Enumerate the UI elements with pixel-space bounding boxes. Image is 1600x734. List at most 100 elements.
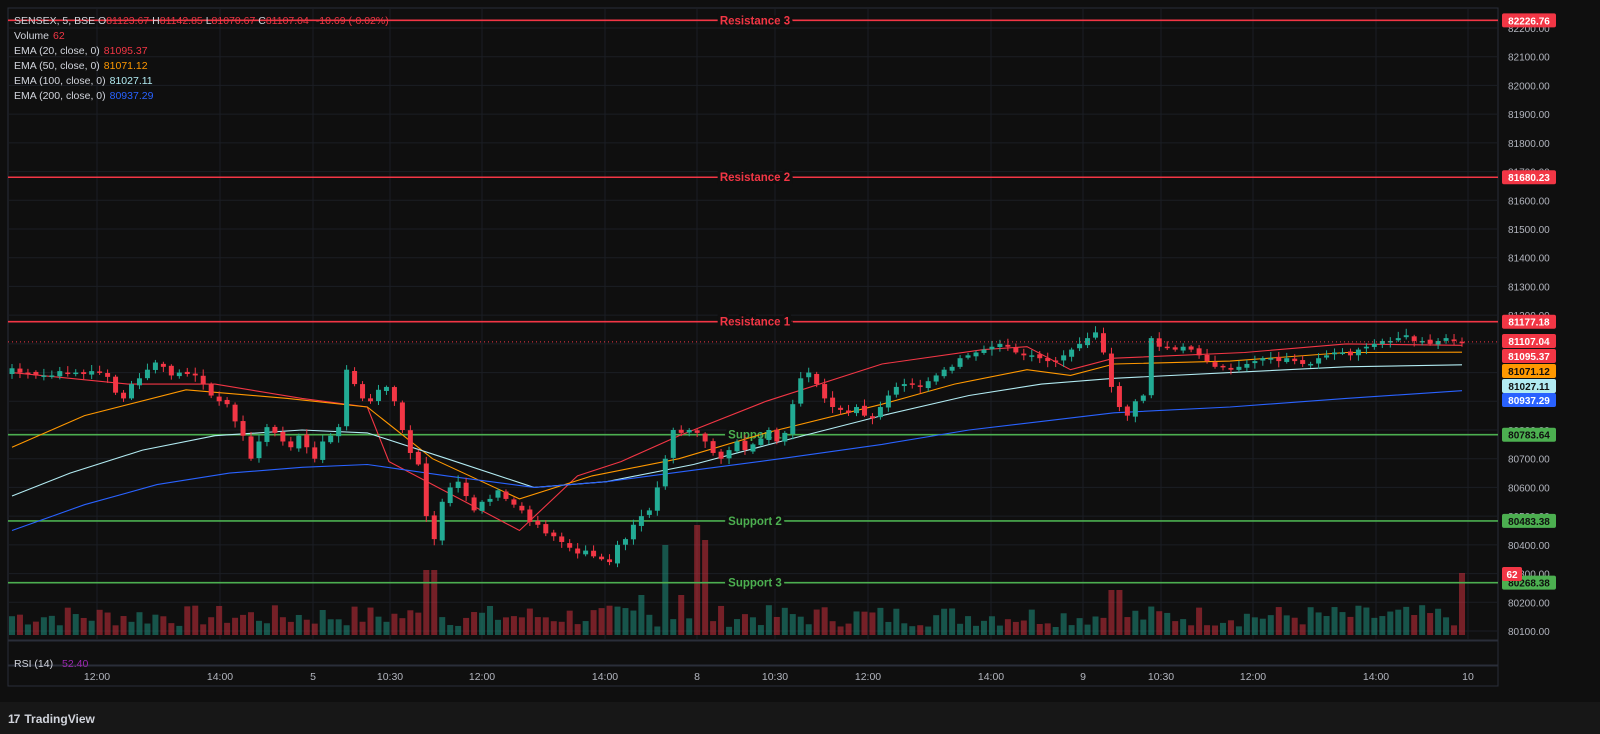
candle xyxy=(750,442,756,454)
candle xyxy=(599,553,605,561)
candle xyxy=(200,369,206,390)
candle-body xyxy=(1212,362,1218,367)
candle-body xyxy=(1363,346,1369,349)
candle-body xyxy=(1324,355,1330,358)
candle-body xyxy=(893,386,899,395)
chart-background xyxy=(0,0,1600,702)
axis-label-ema-3-bg xyxy=(1502,393,1556,407)
candle xyxy=(1085,332,1091,349)
volume-bar xyxy=(479,612,486,635)
volume-bar xyxy=(335,619,342,635)
volume-bar xyxy=(1451,625,1458,635)
ema20-row[interactable]: EMA (20, close, 0) 81095.37 xyxy=(14,44,389,59)
candle-body xyxy=(1140,395,1146,401)
candle xyxy=(1292,354,1298,365)
candle xyxy=(272,424,278,437)
candle xyxy=(997,339,1003,352)
volume-bar xyxy=(1339,612,1346,635)
candle xyxy=(1077,337,1083,352)
volume-bar xyxy=(646,614,653,635)
volume-bar xyxy=(176,625,183,635)
candle-body xyxy=(152,362,158,370)
candle xyxy=(1037,351,1043,364)
volume-bar xyxy=(1219,622,1226,635)
candle-body xyxy=(407,430,413,453)
candle-body xyxy=(583,550,589,555)
candle xyxy=(121,389,127,402)
candle xyxy=(782,430,788,446)
volume-bar xyxy=(168,623,175,635)
candle-body xyxy=(1308,363,1314,366)
volume-bar xyxy=(16,614,23,635)
volume-bar xyxy=(1100,617,1107,635)
candle xyxy=(1108,347,1114,393)
volume-row[interactable]: Volume 62 xyxy=(14,29,389,44)
candle-body xyxy=(1124,406,1130,416)
candle-body xyxy=(535,520,541,525)
volume-bar xyxy=(1459,573,1465,635)
tradingview-logo[interactable]: 17 TradingView xyxy=(8,712,95,726)
volume-bar xyxy=(1116,590,1123,635)
volume-bar xyxy=(582,621,589,635)
candle-body xyxy=(280,431,286,442)
candle xyxy=(1053,356,1059,368)
candle xyxy=(208,382,214,399)
candle-body xyxy=(144,369,150,379)
candle xyxy=(1204,348,1210,364)
x-tick-label: 10 xyxy=(1462,671,1474,683)
candle xyxy=(1379,338,1385,348)
candle xyxy=(136,373,142,390)
volume-bar xyxy=(1275,607,1282,635)
candle xyxy=(1228,363,1234,375)
candle xyxy=(1148,336,1154,399)
candle xyxy=(877,401,883,420)
candle-body xyxy=(479,501,485,511)
axis-label-ema-0: 81095.37 xyxy=(1508,352,1550,363)
candle xyxy=(25,368,31,379)
candle-body xyxy=(304,434,310,448)
candle-body xyxy=(65,372,71,375)
candle-body xyxy=(160,363,166,367)
volume-bar xyxy=(805,624,812,635)
volume-bar xyxy=(678,595,685,635)
candle-body xyxy=(1077,343,1083,349)
candle xyxy=(256,435,262,463)
y-tick-label: 81300.00 xyxy=(1508,282,1550,293)
volume-bar xyxy=(558,621,565,635)
candle xyxy=(304,429,310,454)
candle-body xyxy=(1419,340,1425,343)
candle-body xyxy=(1029,355,1035,357)
candle-body xyxy=(1252,361,1258,364)
candle-body xyxy=(1156,338,1162,347)
candle-body xyxy=(1069,349,1075,357)
rsi-legend[interactable]: RSI (14) 52.40 xyxy=(14,658,88,670)
rsi-value: 52.40 xyxy=(62,658,89,670)
candle xyxy=(607,554,613,566)
candle xyxy=(264,423,270,447)
ema-line-0 xyxy=(11,343,1463,532)
candle xyxy=(933,373,939,385)
ema100-row[interactable]: EMA (100, close, 0) 81027.11 xyxy=(14,74,389,89)
candle-body xyxy=(471,497,477,511)
candle-body xyxy=(97,371,103,373)
ema200-row[interactable]: EMA (200, close, 0) 80937.29 xyxy=(14,89,389,104)
symbol-label[interactable]: SENSEX, 5, BSE xyxy=(14,15,96,27)
candle xyxy=(1116,382,1122,412)
y-tick-label: 80400.00 xyxy=(1508,541,1550,552)
candle xyxy=(1100,327,1106,355)
candle-body xyxy=(854,407,860,414)
volume-bar xyxy=(973,625,980,635)
candle xyxy=(144,363,150,381)
ema50-row[interactable]: EMA (50, close, 0) 81071.12 xyxy=(14,59,389,74)
tradingview-mark-icon: 17 xyxy=(8,712,20,726)
volume-bar xyxy=(399,618,406,635)
candle-body xyxy=(559,536,565,542)
volume-bar xyxy=(216,605,223,635)
candle-body xyxy=(17,368,23,373)
candle xyxy=(1244,359,1250,372)
volume-bar xyxy=(160,616,167,635)
axis-label-ema-1: 81071.12 xyxy=(1508,367,1550,378)
volume-bar xyxy=(996,625,1003,635)
candle xyxy=(854,404,860,417)
